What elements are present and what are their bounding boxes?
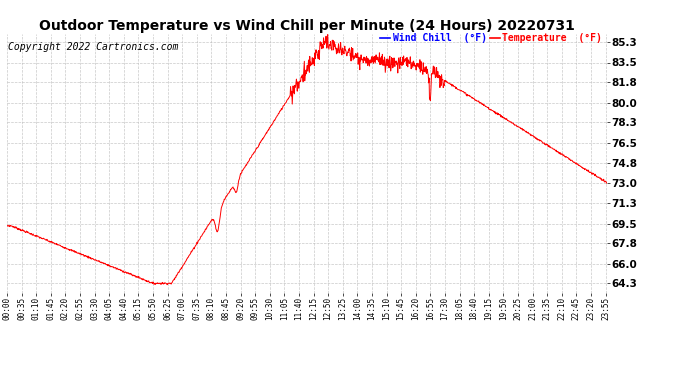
Legend: Wind Chill  (°F), Temperature  (°F): Wind Chill (°F), Temperature (°F) (380, 33, 602, 44)
Title: Outdoor Temperature vs Wind Chill per Minute (24 Hours) 20220731: Outdoor Temperature vs Wind Chill per Mi… (39, 19, 575, 33)
Text: Copyright 2022 Cartronics.com: Copyright 2022 Cartronics.com (8, 42, 179, 51)
